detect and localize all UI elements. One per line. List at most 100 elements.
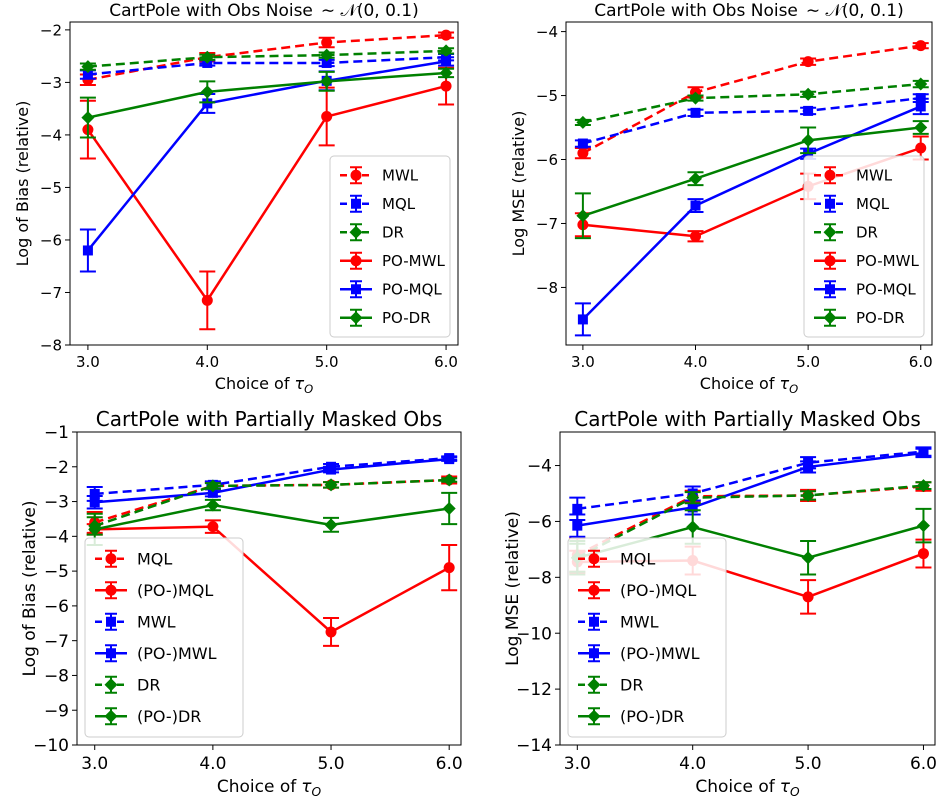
data-point [916, 519, 930, 533]
legend-marker [350, 169, 362, 181]
x-tick-label: 3.0 [564, 754, 591, 774]
legend-label: MWL [137, 613, 176, 632]
legend-label: MQL [856, 195, 890, 213]
legend-label: DR [856, 224, 878, 242]
legend-marker [106, 616, 116, 627]
x-axis-label-text: Choice of [215, 374, 290, 393]
legend-item: (PO-)MWL [578, 644, 700, 663]
legend-item: MQL [578, 550, 655, 569]
legend-label: PO-DR [856, 309, 905, 327]
legend-label: DR [137, 676, 160, 695]
data-point [915, 142, 927, 154]
series-MWL [86, 453, 458, 502]
x-axis-label-symbol: τ [780, 777, 791, 797]
series-DR [79, 44, 455, 74]
legend: MQL (PO-)MQL MWL (PO-)MWL DR (PO-)DR [567, 537, 727, 738]
y-tick-label: −3 [40, 74, 62, 92]
data-point [442, 502, 456, 516]
series-MQL [574, 93, 929, 149]
data-point [916, 479, 930, 493]
data-point [803, 461, 814, 472]
legend-label: DR [382, 224, 404, 242]
chart-panel-2: CartPole with Obs Noise ∼ 𝒩(0, 0.1) 3.0 4.0… [509, 1, 933, 396]
data-point [915, 101, 926, 112]
legend-item: DR [578, 676, 643, 695]
y-tick-label: −5 [536, 87, 558, 105]
legend-label: DR [620, 676, 643, 695]
y-tick-label: −7 [40, 284, 62, 302]
x-axis-label-symbol: τ [294, 374, 304, 393]
legend-label: MQL [382, 195, 416, 213]
legend-marker [349, 225, 363, 239]
legend-item: MWL [95, 613, 176, 632]
y-tick-label: −6 [40, 231, 62, 249]
legend-label: MQL [620, 550, 655, 569]
series-line [582, 105, 922, 321]
data-point [321, 111, 333, 123]
series-(PO-)MWL [86, 454, 458, 510]
series-line [87, 55, 447, 76]
x-axis-label-text: Choice of [695, 777, 775, 797]
series-(PO-)DR [86, 491, 458, 547]
data-point [81, 60, 95, 74]
data-point [207, 521, 219, 533]
legend-marker [104, 709, 118, 723]
data-point [572, 503, 583, 514]
data-point [207, 487, 218, 498]
legend-marker [104, 678, 118, 692]
y-tick-label: −10 [33, 736, 69, 756]
series-line [94, 456, 450, 496]
chart-panel-4: CartPole with Partially Masked Obs 3.0 4.0… [503, 407, 937, 798]
x-tick-label: 3.0 [76, 353, 100, 371]
legend-marker [825, 284, 835, 295]
series-line [94, 525, 450, 634]
legend-item: (PO-)MQL [95, 581, 213, 600]
x-tick-label: 5.0 [795, 754, 822, 774]
legend-item: MQL [340, 194, 416, 213]
series-(PO-)MWL [569, 447, 932, 538]
data-point [918, 447, 929, 458]
y-tick-label: −4 [44, 527, 69, 547]
data-point [686, 520, 700, 534]
data-point [690, 230, 702, 242]
legend-label: (PO-)MQL [620, 581, 696, 600]
data-point [686, 491, 700, 505]
legend-item: (PO-)MQL [578, 581, 696, 600]
chart-title-text: CartPole with Partially Masked Obs [96, 407, 443, 431]
y-tick-label: −4 [40, 126, 62, 144]
legend-item: PO-MQL [814, 280, 916, 299]
x-tick-label: 5.0 [318, 754, 345, 774]
data-point [577, 314, 588, 325]
data-point [202, 98, 213, 109]
series-line [582, 44, 921, 155]
data-point [689, 172, 703, 186]
series-PO-DR [574, 120, 929, 240]
legend-marker [588, 553, 600, 565]
x-tick-label: 6.0 [436, 754, 463, 774]
legend-marker [587, 678, 601, 692]
data-point [200, 85, 214, 99]
legend-marker [824, 169, 836, 181]
chart-title-math: ∼ 𝒩(0, 0.1) [321, 1, 419, 21]
axes-frame [69, 21, 459, 346]
data-point [917, 548, 929, 560]
axes-frame [559, 431, 936, 746]
legend-marker [351, 284, 361, 295]
series-line [582, 82, 921, 124]
legend-label: PO-MWL [382, 252, 445, 270]
legend-label: (PO-)MWL [620, 644, 700, 663]
legend-item: MWL [814, 166, 893, 185]
data-point [324, 518, 338, 532]
legend-label: MQL [137, 550, 172, 569]
legend-item: PO-MWL [340, 251, 445, 270]
legend-item: MWL [340, 166, 419, 185]
x-tick-label: 6.0 [909, 353, 933, 371]
legend-marker [824, 255, 836, 267]
data-point [577, 147, 589, 159]
x-axis-label-subscript: O [789, 382, 798, 396]
legend-marker [105, 553, 117, 565]
x-axis-label: Choice of τO [700, 374, 798, 396]
data-point [200, 50, 214, 64]
plot-area [86, 453, 458, 647]
